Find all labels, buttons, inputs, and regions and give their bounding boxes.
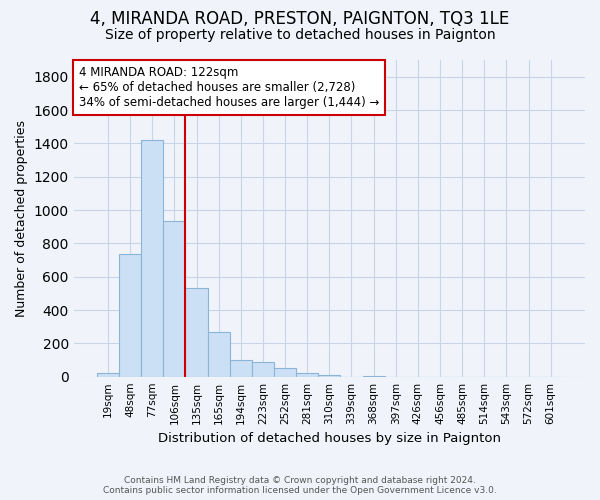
Bar (296, 372, 318, 376)
Bar (318, 375, 340, 376)
Bar (97, 374, 119, 376)
Bar (208, 332, 230, 376)
Text: Contains HM Land Registry data © Crown copyright and database right 2024.
Contai: Contains HM Land Registry data © Crown c… (103, 476, 497, 495)
Bar (274, 368, 296, 376)
Bar (230, 360, 252, 376)
Text: 4 MIRANDA ROAD: 122sqm
← 65% of detached houses are smaller (2,728)
34% of semi-: 4 MIRANDA ROAD: 122sqm ← 65% of detached… (79, 66, 379, 110)
X-axis label: Distribution of detached houses by size in Paignton: Distribution of detached houses by size … (158, 432, 501, 445)
Bar (185, 288, 208, 376)
Text: Size of property relative to detached houses in Paignton: Size of property relative to detached ho… (104, 28, 496, 42)
Bar (252, 362, 274, 376)
Bar (141, 140, 163, 376)
Y-axis label: Number of detached properties: Number of detached properties (15, 120, 28, 317)
Bar (119, 254, 141, 376)
Bar (163, 221, 185, 376)
Text: 4, MIRANDA ROAD, PRESTON, PAIGNTON, TQ3 1LE: 4, MIRANDA ROAD, PRESTON, PAIGNTON, TQ3 … (91, 10, 509, 28)
